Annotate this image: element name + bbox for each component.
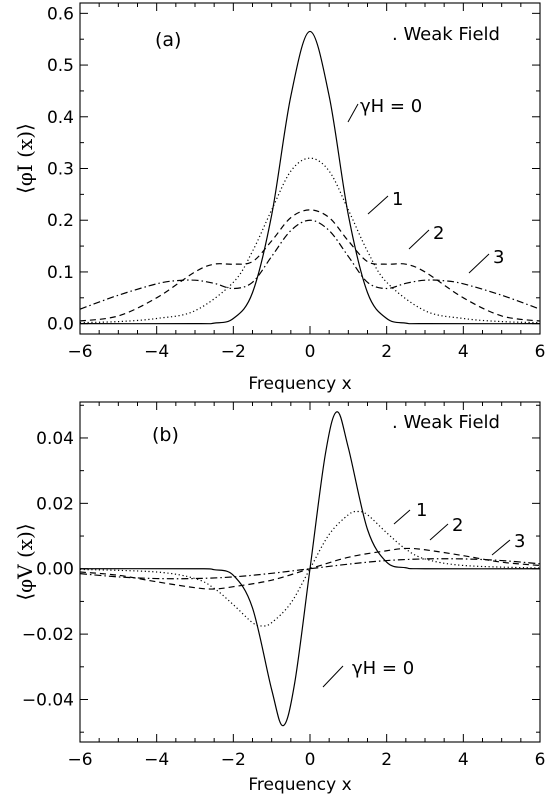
x-tick-label: 4	[458, 750, 469, 770]
curve-label-leader	[408, 229, 430, 250]
x-axis-label: Frequency x	[248, 775, 351, 795]
panel-label: (a)	[155, 29, 181, 51]
curve-label-leader	[393, 509, 411, 525]
x-tick-label: 6	[535, 750, 546, 770]
curve-label: 1	[392, 189, 403, 210]
y-axis-label: ⟨φV (x)⟩	[13, 523, 37, 600]
curve-label-leader	[491, 539, 511, 556]
x-tick-label: −2	[221, 342, 246, 362]
x-tick-label: 6	[535, 342, 546, 362]
weak-field-annotation: . Weak Field	[392, 412, 500, 433]
panel-label: (b)	[152, 424, 179, 446]
x-tick-label: −6	[67, 342, 92, 362]
y-tick-label: 0.02	[36, 494, 74, 514]
y-tick-label: 0.2	[47, 211, 74, 231]
weak-field-annotation: . Weak Field	[392, 24, 500, 45]
y-tick-label: 0.4	[47, 108, 74, 128]
series-line-2	[79, 209, 541, 322]
x-tick-label: 2	[381, 750, 392, 770]
curve-label: 2	[433, 223, 444, 244]
curve-label-leader	[322, 665, 344, 688]
curve-label: 1	[416, 500, 427, 521]
panel-b: −6 −4 −2 0 2 4 6 −0.04 −0.02 0.00 0.02 0.04 Frequenc…	[13, 401, 546, 795]
y-tick-label: 0.5	[47, 56, 74, 76]
x-tick-label: 0	[305, 750, 316, 770]
curve-label: γH = 0	[360, 96, 422, 117]
y-tick-label: −0.02	[22, 625, 74, 645]
y-tick-label: 0.6	[47, 4, 74, 24]
curve-label-leader	[347, 103, 359, 123]
y-tick-label: 0.00	[36, 560, 74, 580]
series-line-1	[79, 157, 541, 324]
curve-label: 2	[452, 515, 463, 536]
series-line-2	[79, 547, 541, 590]
x-tick-label: −2	[221, 750, 246, 770]
series-line-1	[79, 510, 541, 627]
y-tick-label: 0.1	[47, 263, 74, 283]
y-tick-label: −0.04	[22, 691, 74, 711]
x-tick-label: −6	[67, 750, 92, 770]
x-tick-label: −4	[144, 342, 169, 362]
series-line-0	[79, 30, 541, 325]
curve-label-leader	[367, 195, 389, 215]
x-tick-label: 0	[305, 342, 316, 362]
x-tick-label: 4	[458, 342, 469, 362]
x-tick-label: 2	[381, 342, 392, 362]
y-tick-label: 0.04	[36, 429, 74, 449]
curve-label-leader	[429, 523, 449, 541]
y-tick-label: 0.3	[47, 160, 74, 180]
y-tick-label: 0.0	[47, 315, 74, 335]
x-axis-label: Frequency x	[248, 374, 351, 394]
y-axis-label: ⟨φI (x)⟩	[13, 123, 37, 194]
series-line-3	[79, 219, 541, 310]
curve-label: 3	[493, 247, 504, 268]
x-tick-label: −4	[144, 750, 169, 770]
curve-label: γH = 0	[352, 658, 414, 679]
curve-label: 3	[514, 531, 525, 552]
series-line-3	[79, 558, 541, 580]
plot-frame	[79, 2, 541, 335]
curve-label-leader	[468, 253, 490, 274]
panel-a: −6 −4 −2 0 2 4 6 0.0 0.1 0.2 0.3 0.4 0.5 0.6 Frequency…	[13, 2, 546, 394]
